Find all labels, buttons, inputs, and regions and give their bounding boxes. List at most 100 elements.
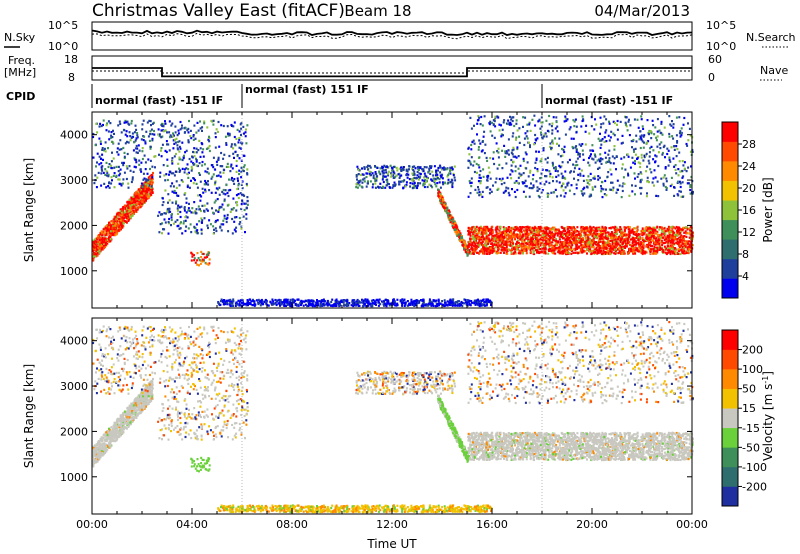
power-cell: [514, 248, 516, 251]
power-cell: [226, 162, 229, 165]
power-cell: [680, 234, 683, 237]
power-cell: [402, 186, 405, 189]
power-cell: [94, 174, 97, 177]
power-cell: [194, 179, 196, 182]
power-cell: [594, 233, 597, 237]
power-cell: [136, 203, 139, 206]
power-cell: [145, 199, 147, 202]
power-cell: [460, 237, 463, 240]
power-cell: [236, 154, 239, 157]
power-cell: [515, 246, 518, 249]
power-cell: [553, 228, 556, 232]
power-cell: [483, 227, 486, 230]
power-cell: [151, 122, 154, 125]
power-cell: [187, 209, 190, 212]
power-cell: [198, 162, 201, 165]
power-cell: [642, 250, 644, 253]
power-cell: [215, 160, 218, 163]
power-cell: [222, 171, 225, 174]
power-cell: [584, 233, 587, 236]
power-cell: [619, 234, 621, 237]
power-cell: [129, 204, 132, 207]
power-cell: [588, 233, 591, 236]
power-cell: [235, 170, 238, 173]
power-cell: [682, 226, 685, 229]
power-cell: [126, 152, 129, 156]
power-cell: [198, 139, 201, 142]
power-cell: [105, 161, 108, 164]
power-heatmap: [92, 114, 694, 308]
power-cell: [190, 231, 193, 234]
power-cell: [495, 233, 498, 236]
power-cell: [641, 252, 644, 255]
power-cell: [158, 133, 161, 136]
power-cell: [93, 182, 96, 185]
power-cell: [612, 226, 615, 229]
power-cell: [137, 144, 140, 147]
power-cell: [202, 155, 205, 158]
power-cell: [164, 122, 167, 125]
power-cell: [187, 127, 190, 130]
power-cell: [184, 219, 187, 222]
power-cell: [625, 244, 628, 247]
power-cell: [609, 250, 612, 253]
power-cell: [658, 248, 661, 251]
power-cell: [625, 226, 628, 229]
power-cell: [369, 180, 372, 183]
power-cell: [481, 234, 484, 237]
power-cell: [106, 171, 109, 174]
power-cell: [97, 234, 100, 237]
power-cell: [608, 234, 611, 237]
power-cell: [543, 238, 546, 241]
power-cell: [92, 244, 94, 247]
power-cell: [682, 239, 685, 242]
power-cell: [193, 155, 196, 158]
power-cell: [562, 252, 565, 255]
power-cell: [564, 246, 567, 249]
power-cell: [442, 204, 445, 207]
power-cell: [120, 219, 122, 222]
power-cell: [199, 127, 202, 130]
power-cell: [375, 172, 378, 176]
power-cell: [146, 197, 149, 200]
power-cell: [409, 185, 412, 188]
power-cell: [643, 238, 646, 241]
power-cell: [132, 198, 135, 201]
power-cell: [562, 241, 565, 244]
power-cell: [614, 225, 617, 228]
power-cell: [142, 139, 145, 142]
power-cell: [449, 172, 452, 175]
power-cell: [187, 227, 190, 230]
power-cell: [441, 198, 444, 201]
power-cell: [122, 178, 125, 181]
power-cell: [601, 226, 604, 229]
power-cell: [654, 235, 657, 239]
power-cell: [223, 199, 226, 203]
power-cell: [134, 166, 137, 169]
power-cell: [229, 188, 232, 192]
power-cell: [386, 172, 389, 175]
power-cell: [558, 230, 561, 233]
power-cell: [689, 243, 692, 246]
power-cell: [469, 228, 471, 231]
power-cell: [181, 232, 184, 235]
power-cell: [198, 220, 201, 223]
power-cell: [128, 131, 131, 134]
power-cell: [449, 218, 452, 222]
beam-label: Beam 18: [344, 2, 411, 20]
power-cell: [210, 177, 213, 180]
power-cell: [602, 247, 605, 250]
power-cell: [99, 233, 102, 236]
power-cell: [382, 166, 384, 169]
power-cell: [596, 252, 599, 255]
power-cell: [451, 216, 454, 219]
power-cell: [119, 122, 122, 125]
power-cell: [613, 248, 616, 251]
power-cell: [487, 249, 490, 252]
power-cell: [540, 251, 543, 254]
power-cell: [619, 237, 622, 240]
power-cell: [516, 240, 519, 243]
power-cell: [511, 248, 514, 251]
power-cell: [111, 226, 114, 230]
power-cell: [581, 237, 584, 240]
